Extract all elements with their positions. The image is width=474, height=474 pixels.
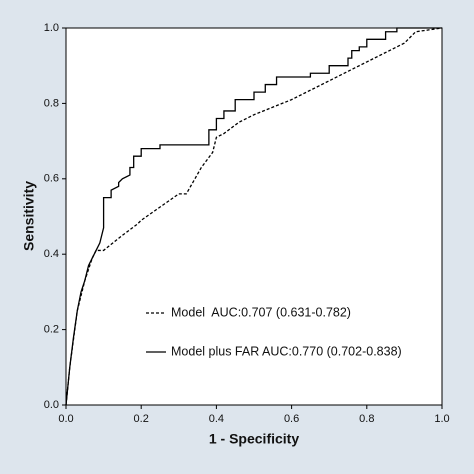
- y-tick-label: 0.2: [44, 324, 59, 336]
- legend-label: Model AUC:0.707 (0.631-0.782): [171, 305, 351, 319]
- y-tick-label: 0.6: [44, 173, 59, 185]
- x-axis-title: 1 - Specificity: [209, 431, 299, 447]
- roc-curve: [65, 27, 442, 406]
- plot-area: [65, 27, 443, 406]
- x-tick-label: 0.0: [58, 413, 73, 425]
- x-tick-label: 0.4: [209, 413, 224, 425]
- y-tick-label: 0.4: [44, 248, 59, 260]
- x-tick-label: 0.8: [359, 413, 374, 425]
- y-tick-label: 0.0: [44, 399, 59, 411]
- x-tick-label: 0.2: [134, 413, 149, 425]
- y-tick-label: 0.8: [44, 97, 59, 109]
- x-tick-label: 0.6: [284, 413, 299, 425]
- legend-label: Model plus FAR AUC:0.770 (0.702-0.838): [171, 344, 402, 358]
- legend: Model AUC:0.707 (0.631-0.782) Model plus …: [146, 305, 402, 358]
- y-tick-label: 1.0: [44, 22, 59, 34]
- x-tick-label: 1.0: [434, 413, 449, 425]
- y-axis-title: Sensitivity: [21, 181, 37, 251]
